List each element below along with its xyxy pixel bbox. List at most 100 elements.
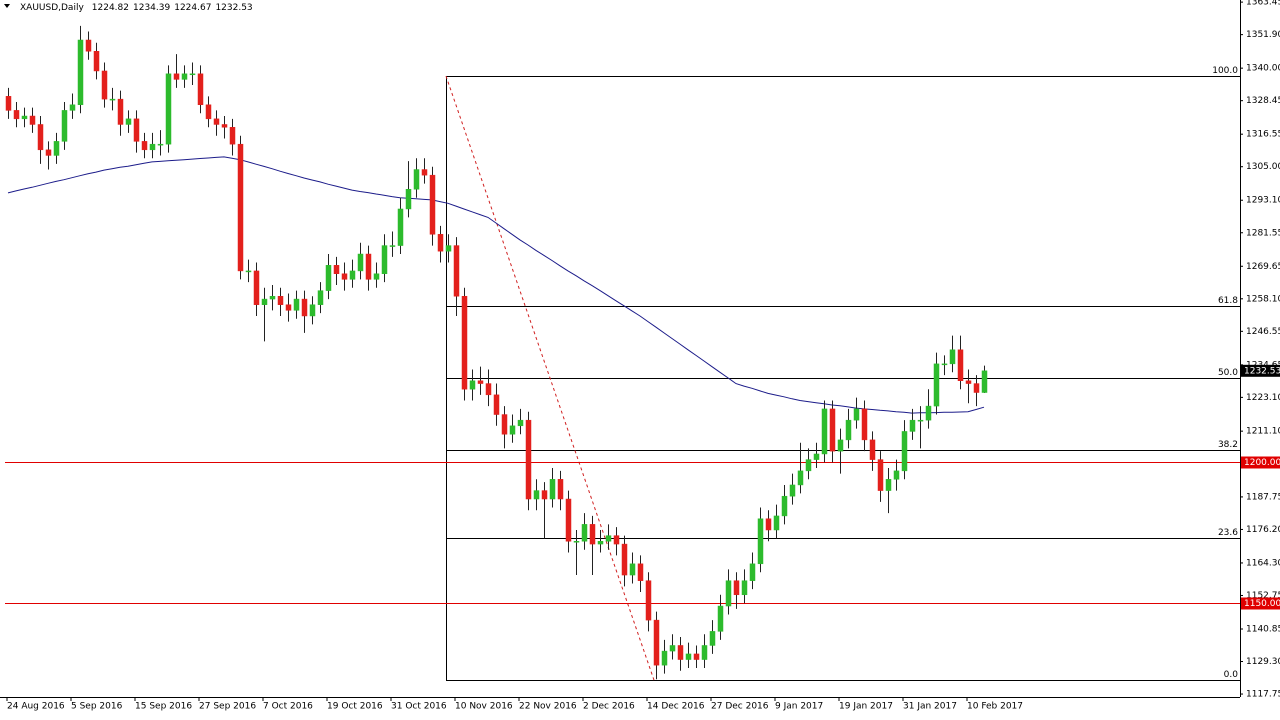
last-price-tag <box>1241 364 1280 377</box>
fib-label: 50.0 <box>1218 368 1238 378</box>
x-tick-label: 15 Sep 2016 <box>135 702 192 712</box>
level-tag <box>1241 597 1280 610</box>
candle-body <box>93 51 100 72</box>
candle-body <box>909 419 916 432</box>
candle-body <box>197 73 204 106</box>
y-tick-label: 1246.55 <box>1246 327 1280 337</box>
y-tick-label: 1281.55 <box>1246 228 1280 238</box>
candle-body <box>717 605 724 632</box>
y-tick-label: 1258.10 <box>1246 294 1280 304</box>
y-tick-label: 1211.10 <box>1246 427 1280 437</box>
candle-body <box>349 270 356 280</box>
candle-body <box>21 115 28 120</box>
candle-body <box>709 631 716 646</box>
candle-body <box>85 39 92 52</box>
candle-body <box>221 124 228 128</box>
candle-body <box>869 439 876 460</box>
x-tick-label: 14 Dec 2016 <box>647 702 705 712</box>
y-tick-label: 1316.55 <box>1246 130 1280 140</box>
candle-body <box>45 149 52 156</box>
candle-body <box>141 141 148 151</box>
level-label: 1150.00 <box>1244 599 1280 609</box>
candle-body <box>621 543 628 576</box>
candle-body <box>165 73 172 145</box>
candle-body <box>581 524 588 542</box>
candle-body <box>517 419 524 427</box>
candle-body <box>285 304 292 311</box>
candle-body <box>421 169 428 176</box>
candle-body <box>941 363 948 366</box>
y-tick-label: 1129.30 <box>1246 657 1280 667</box>
candle-body <box>485 383 492 396</box>
candle-body <box>149 143 156 151</box>
candle-body <box>213 118 220 125</box>
candle-body <box>261 298 268 305</box>
header-high: 1234.39 <box>133 3 170 13</box>
candle-body <box>109 98 116 101</box>
x-tick-label: 19 Oct 2016 <box>327 702 383 712</box>
chart-header: XAUUSD,Daily 1224.82 1234.39 1224.67 1232.53 <box>20 3 253 13</box>
candle-body <box>325 265 332 291</box>
candle-body <box>741 580 748 596</box>
y-tick-label: 1140.85 <box>1246 624 1280 634</box>
candle-body <box>453 245 460 297</box>
candle-body <box>501 414 508 435</box>
candle-body <box>653 619 660 666</box>
candle-body <box>757 518 764 565</box>
x-tick-label: 31 Jan 2017 <box>903 702 957 712</box>
x-tick-label: 5 Sep 2016 <box>71 702 123 712</box>
candle-body <box>229 127 236 145</box>
candle-body <box>317 290 324 305</box>
y-tick-label: 1269.65 <box>1246 262 1280 272</box>
x-tick-label: 27 Sep 2016 <box>199 702 256 712</box>
candle-body <box>101 70 108 100</box>
candle-body <box>341 273 348 280</box>
candle-body <box>493 394 500 415</box>
fib-label: 61.8 <box>1218 296 1238 306</box>
candle-body <box>749 563 756 581</box>
candle-body <box>461 296 468 390</box>
candle-body <box>549 479 556 500</box>
candle-body <box>117 98 124 125</box>
candle-body <box>765 518 772 531</box>
candle-body <box>693 653 700 660</box>
candle-body <box>61 110 68 142</box>
candle-body <box>589 524 596 545</box>
menu-arrow[interactable] <box>4 4 10 8</box>
candle-body <box>733 580 740 596</box>
candle-body <box>837 439 844 452</box>
level-tag <box>1241 456 1280 469</box>
symbol: XAUUSD,Daily <box>20 3 84 13</box>
candle-body <box>901 431 908 472</box>
candle-body <box>53 141 60 156</box>
candle-body <box>525 419 532 500</box>
candle-body <box>629 563 636 576</box>
candle-body <box>309 304 316 317</box>
candle-body <box>933 363 940 407</box>
y-tick-label: 1340.00 <box>1246 64 1280 74</box>
candle-body <box>237 143 244 272</box>
candle-body <box>541 490 548 500</box>
candle-body <box>77 39 84 106</box>
candle-body <box>637 563 644 581</box>
candle-body <box>469 380 476 390</box>
candle-body <box>645 580 652 621</box>
candle-body <box>821 408 828 455</box>
fib-label: 0.0 <box>1224 670 1239 680</box>
x-tick-label: 27 Dec 2016 <box>711 702 769 712</box>
candle-body <box>397 208 404 246</box>
fib-label: 100.0 <box>1212 66 1238 76</box>
candle-body <box>173 73 180 80</box>
candle-body <box>357 253 364 272</box>
header-open: 1224.82 <box>92 3 129 13</box>
x-tick-label: 24 Aug 2016 <box>7 702 65 712</box>
fib-trend <box>445 75 655 681</box>
candle-body <box>269 296 276 300</box>
candle-body <box>853 408 860 421</box>
x-tick-label: 22 Nov 2016 <box>519 702 577 712</box>
candle-body <box>877 459 884 491</box>
y-tick-label: 1152.75 <box>1246 591 1280 601</box>
candle-body <box>965 380 972 384</box>
candle-body <box>381 245 388 274</box>
